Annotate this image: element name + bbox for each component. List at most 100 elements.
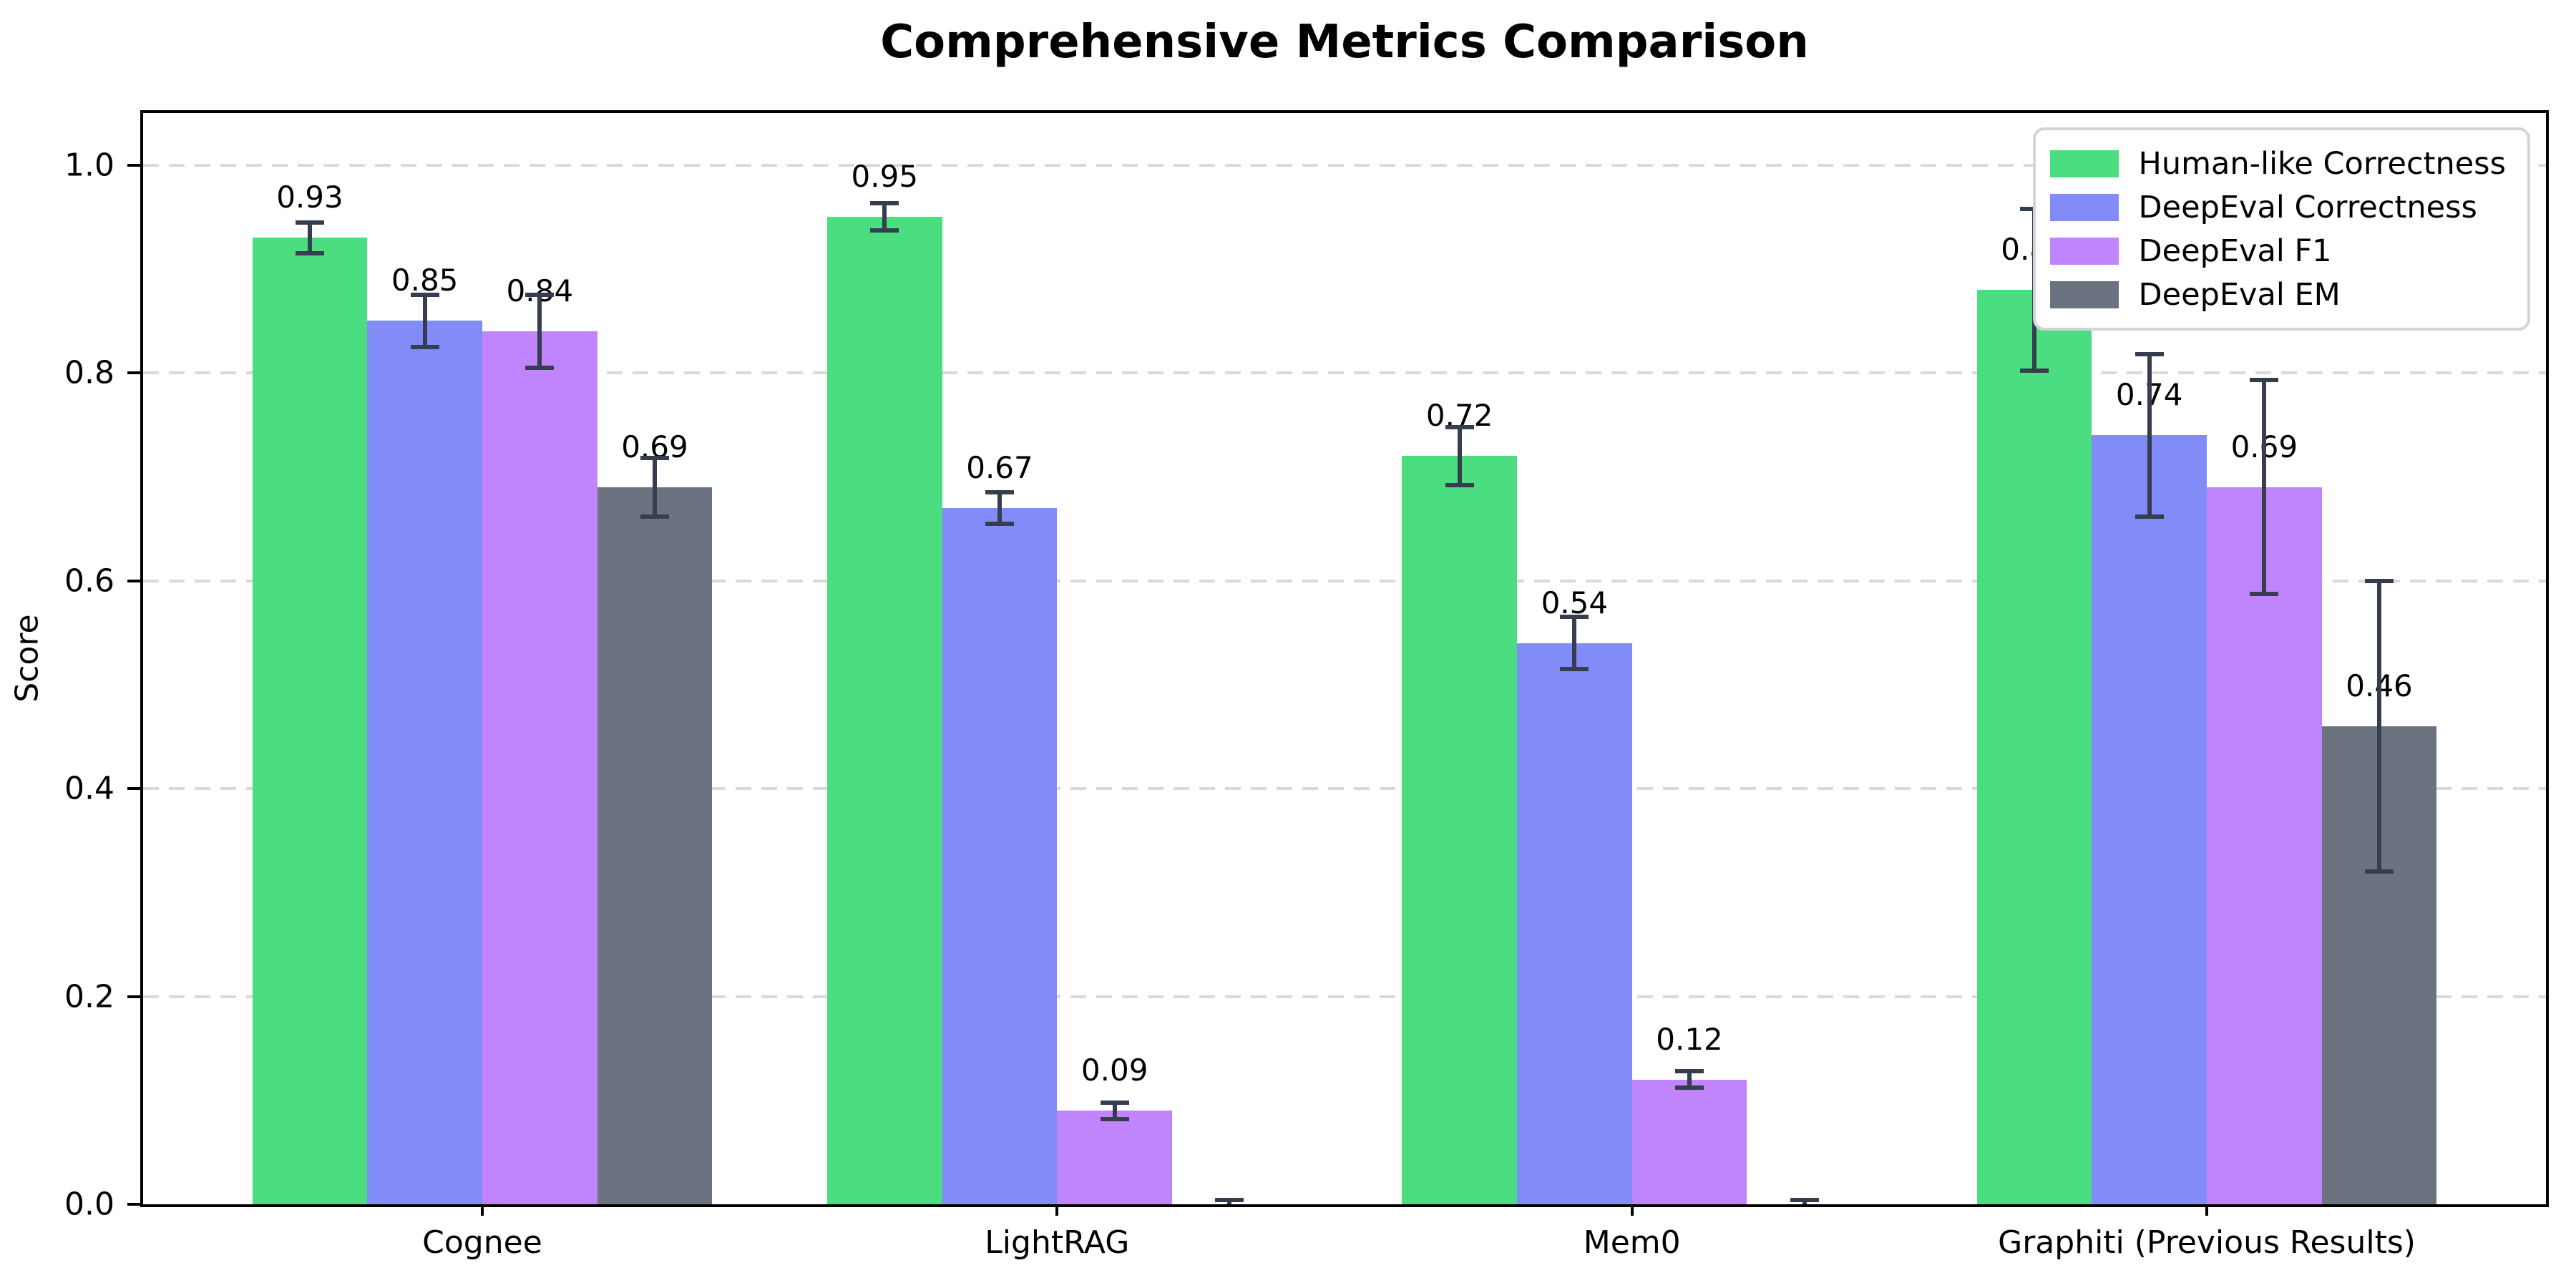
y-tick-mark [127, 163, 140, 167]
y-tick-label: 0.8 [64, 354, 114, 391]
x-tick-mark [2205, 1204, 2209, 1216]
error-bar-cap-bottom [2365, 869, 2394, 874]
bar [1517, 643, 1632, 1204]
y-tick-mark [127, 579, 140, 582]
bar [1402, 456, 1517, 1204]
x-tick-mark [480, 1204, 484, 1216]
error-bar-cap-top [1790, 1198, 1819, 1203]
x-tick-label: Cognee [422, 1224, 542, 1261]
error-bar-cap-top [985, 490, 1014, 495]
error-bar-cap-bottom [295, 251, 324, 256]
legend-swatch [2049, 280, 2119, 308]
y-tick-label: 0.0 [64, 1186, 114, 1223]
error-bar-cap-bottom [1100, 1116, 1129, 1121]
legend: Human-like Correctness DeepEval Correctne… [2032, 127, 2530, 331]
legend-label: Human-like Correctness [2138, 145, 2506, 182]
bar [2207, 487, 2322, 1204]
legend-label: DeepEval EM [2138, 276, 2341, 313]
error-bar-cap-bottom [2250, 592, 2279, 597]
bar-value-label: 0.67 [966, 449, 1033, 485]
error-bar-cap-top [1445, 424, 1474, 429]
error-bar-cap-top [1675, 1069, 1704, 1074]
error-bar-cap-bottom [1560, 667, 1589, 672]
error-bar-cap-bottom [870, 228, 899, 233]
error-bar-line [1112, 1102, 1117, 1119]
error-bar-cap-top [640, 456, 669, 461]
error-bar-line [652, 458, 657, 517]
error-bar-cap-top [1560, 615, 1589, 620]
error-bar-cap-top [525, 293, 555, 298]
chart-title: Comprehensive Metrics Comparison [880, 16, 1809, 69]
error-bar-line [537, 295, 542, 368]
bar [367, 321, 482, 1204]
error-bar-cap-top [1215, 1198, 1244, 1203]
gridline [143, 995, 2546, 998]
bar-value-label: 0.95 [851, 159, 919, 195]
bar-value-label: 0.93 [276, 180, 343, 215]
gridline [143, 787, 2546, 791]
legend-row: Human-like Correctness [2049, 142, 2506, 185]
bar [826, 217, 942, 1204]
error-bar-line [1687, 1071, 1692, 1088]
error-bar-cap-bottom [2135, 514, 2164, 519]
legend-row: DeepEval F1 [2049, 229, 2506, 273]
legend-row: DeepEval Correctness [2049, 185, 2506, 229]
error-bar-cap-bottom [2020, 369, 2049, 374]
bar-value-label: 0.85 [391, 263, 459, 298]
legend-row: DeepEval EM [2049, 273, 2506, 316]
bar [482, 331, 597, 1204]
error-bar-cap-bottom [525, 365, 555, 370]
error-bar-cap-top [2365, 578, 2394, 583]
error-bar-line [422, 295, 427, 347]
bar [942, 507, 1058, 1204]
error-bar-line [997, 492, 1002, 524]
bar-value-label: 0.54 [1541, 585, 1609, 620]
x-tick-mark [1055, 1204, 1059, 1216]
y-tick-mark [127, 1203, 140, 1206]
bar [1057, 1111, 1172, 1204]
error-bar-line [307, 222, 312, 254]
bar-value-label: 0.12 [1656, 1021, 1723, 1057]
error-bar-line [2262, 380, 2267, 595]
y-tick-mark [127, 995, 140, 998]
error-bar-cap-bottom [985, 521, 1014, 526]
y-tick-label: 1.0 [64, 147, 114, 184]
y-tick-label: 0.2 [64, 978, 114, 1015]
gridline [143, 579, 2546, 582]
error-bar-line [2377, 580, 2382, 872]
error-bar-line [2147, 353, 2152, 517]
legend-label: DeepEval F1 [2138, 233, 2332, 269]
error-bar-cap-bottom [1445, 482, 1474, 487]
plot-area: Human-like Correctness DeepEval Correctne… [64, 110, 2549, 1261]
y-axis-label: Score [9, 614, 46, 703]
legend-swatch [2049, 237, 2119, 265]
error-bar-line [1572, 617, 1577, 669]
error-bar-cap-bottom [410, 344, 439, 349]
legend-swatch [2049, 150, 2119, 177]
error-bar-cap-top [410, 293, 439, 298]
y-tick-mark [127, 787, 140, 791]
bar-value-label: 0.09 [1080, 1053, 1148, 1088]
bar [597, 487, 713, 1204]
x-tick-mark [1630, 1204, 1634, 1216]
y-tick-label: 0.4 [64, 770, 114, 807]
gridline [143, 371, 2546, 375]
x-tick-label: Mem0 [1583, 1224, 1681, 1261]
gridline [143, 163, 2546, 167]
error-bar-cap-top [2135, 351, 2164, 356]
error-bar-cap-top [2250, 378, 2279, 383]
bar [252, 238, 368, 1204]
x-tick-label: LightRAG [985, 1224, 1130, 1261]
x-tick-label: Graphiti (Previous Results) [1998, 1224, 2416, 1261]
error-bar-cap-top [1100, 1100, 1129, 1105]
error-bar-cap-top [295, 220, 324, 225]
legend-label: DeepEval Correctness [2138, 189, 2477, 225]
legend-swatch [2049, 193, 2119, 221]
y-tick-mark [127, 371, 140, 375]
bar [1631, 1079, 1747, 1204]
y-tick-label: 0.6 [64, 562, 114, 600]
error-bar-line [882, 203, 887, 231]
bar [2092, 435, 2207, 1204]
error-bar-line [1457, 426, 1462, 485]
